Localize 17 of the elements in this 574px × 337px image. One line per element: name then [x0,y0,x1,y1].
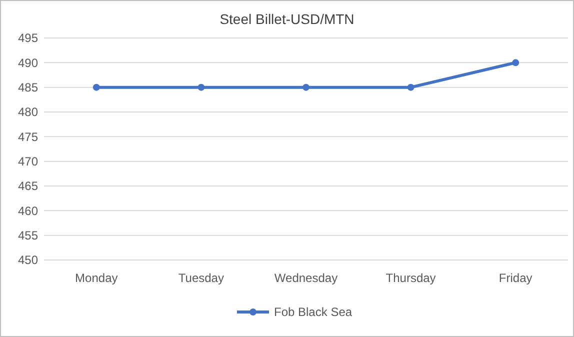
y-tick-label: 460 [18,204,38,218]
x-tick-label: Wednesday [274,271,338,285]
x-tick-label: Tuesday [178,271,224,285]
y-tick-label: 455 [18,228,38,243]
x-tick-label: Monday [75,271,118,285]
y-tick-label: 495 [18,31,38,46]
y-tick-label: 450 [18,253,38,268]
y-tick-label: 490 [18,56,38,70]
legend-label: Fob Black Sea [274,305,352,320]
y-tick-label: 485 [18,80,38,95]
y-tick-label: 470 [18,154,38,169]
x-tick-label: Thursday [386,271,436,285]
y-tick-label: 465 [18,179,38,194]
chart-title: Steel Billet-USD/MTN [220,11,354,27]
y-tick-label: 475 [18,130,38,144]
x-tick-label: Friday [498,271,532,285]
y-tick-label: 480 [18,105,38,120]
